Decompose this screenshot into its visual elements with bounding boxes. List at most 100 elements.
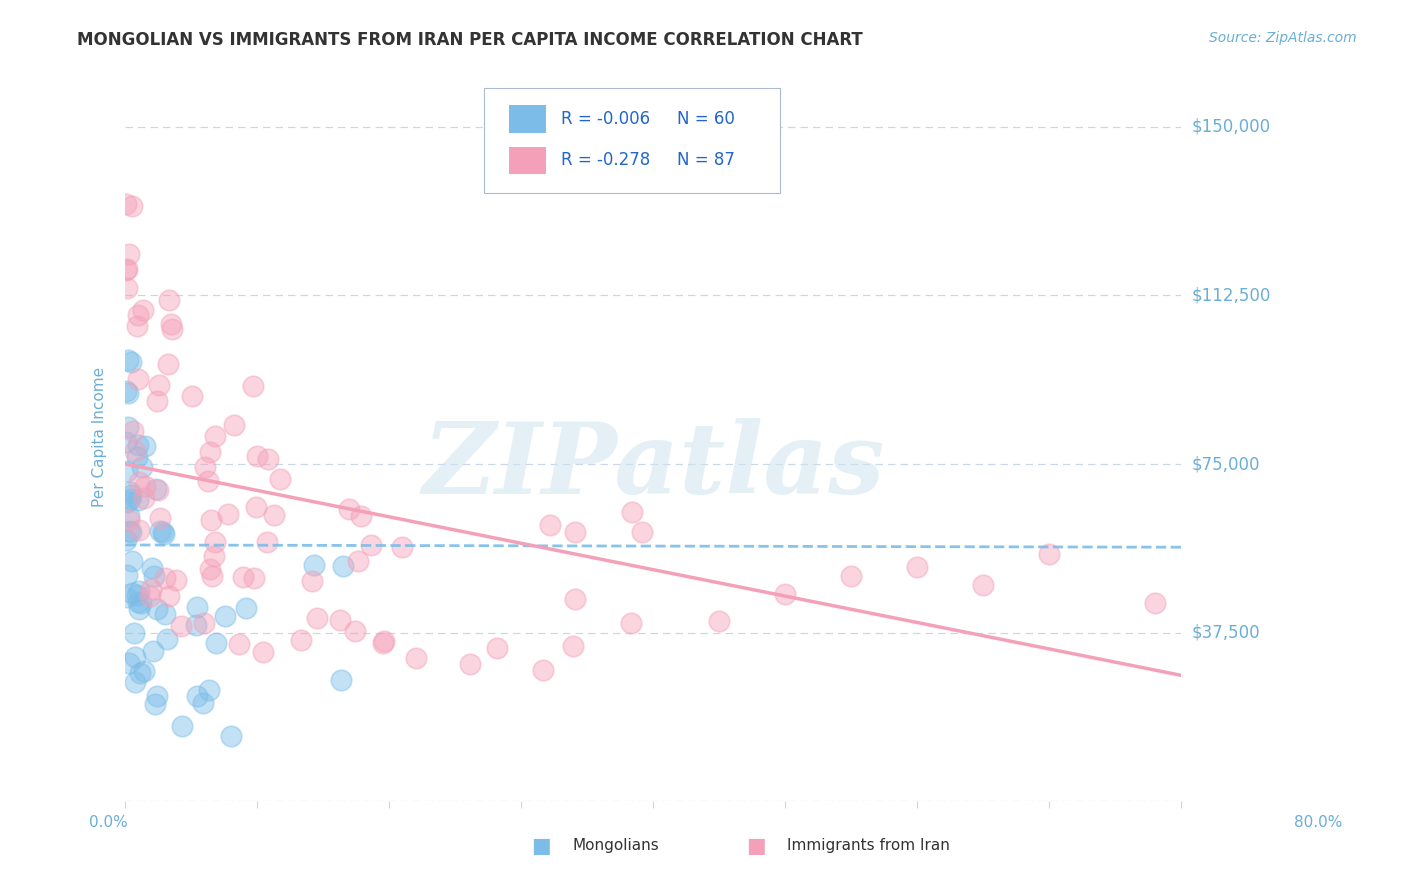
Text: Mongolians: Mongolians xyxy=(572,838,659,853)
Point xyxy=(122,626,145,640)
Text: $150,000: $150,000 xyxy=(1192,118,1271,136)
Point xyxy=(391,540,413,554)
Point xyxy=(228,637,250,651)
Point xyxy=(204,428,226,442)
Point xyxy=(114,591,136,605)
Text: ■: ■ xyxy=(747,836,766,855)
Point xyxy=(235,601,257,615)
Point xyxy=(972,578,994,592)
Point xyxy=(145,482,167,496)
Point xyxy=(146,483,169,497)
Text: 80.0%: 80.0% xyxy=(1295,815,1343,830)
Point xyxy=(330,673,353,688)
Point xyxy=(204,534,226,549)
Point xyxy=(117,262,139,277)
Point xyxy=(186,689,208,703)
Point xyxy=(118,656,141,670)
Point xyxy=(157,293,180,308)
Point xyxy=(127,308,149,322)
Point xyxy=(198,562,221,576)
Text: 0.0%: 0.0% xyxy=(89,815,128,830)
Point xyxy=(343,624,366,638)
Text: $37,500: $37,500 xyxy=(1192,624,1261,641)
Point xyxy=(115,384,138,399)
Point xyxy=(143,568,166,582)
Point xyxy=(172,719,194,733)
Point xyxy=(143,697,166,711)
Point xyxy=(186,618,208,632)
Point xyxy=(117,464,139,478)
Point xyxy=(121,199,143,213)
Point xyxy=(170,618,193,632)
Point xyxy=(146,393,169,408)
Point xyxy=(128,602,150,616)
Point xyxy=(1038,547,1060,561)
Point xyxy=(118,508,141,523)
Point xyxy=(129,596,152,610)
Point xyxy=(125,588,148,602)
Point xyxy=(329,613,352,627)
Point xyxy=(193,616,215,631)
Point xyxy=(152,525,174,540)
Point xyxy=(905,560,928,574)
Point xyxy=(120,354,142,368)
Point xyxy=(153,526,176,541)
Point xyxy=(125,450,148,464)
Point xyxy=(121,586,143,600)
Point xyxy=(1143,596,1166,610)
Point xyxy=(246,450,269,464)
Point xyxy=(562,640,585,654)
Point xyxy=(120,488,142,502)
Point xyxy=(373,634,395,648)
Point xyxy=(252,645,274,659)
Text: $112,500: $112,500 xyxy=(1192,286,1271,304)
Text: Immigrants from Iran: Immigrants from Iran xyxy=(787,838,950,853)
Point xyxy=(139,582,162,596)
Point xyxy=(156,357,179,371)
Bar xyxy=(509,146,546,174)
Point xyxy=(117,352,139,367)
Point xyxy=(181,389,204,403)
Text: Source: ZipAtlas.com: Source: ZipAtlas.com xyxy=(1209,31,1357,45)
Point xyxy=(149,511,172,525)
FancyBboxPatch shape xyxy=(484,87,780,194)
Point xyxy=(146,602,169,616)
Point xyxy=(204,636,226,650)
Point xyxy=(301,574,323,588)
Point xyxy=(346,554,368,568)
Point xyxy=(191,696,214,710)
Point xyxy=(134,479,156,493)
Point xyxy=(269,472,291,486)
Text: N = 60: N = 60 xyxy=(678,110,735,128)
Point xyxy=(360,538,382,552)
Text: MONGOLIAN VS IMMIGRANTS FROM IRAN PER CAPITA INCOME CORRELATION CHART: MONGOLIAN VS IMMIGRANTS FROM IRAN PER CA… xyxy=(77,31,863,49)
Point xyxy=(162,322,184,336)
Point xyxy=(773,587,796,601)
Point xyxy=(155,607,177,621)
Y-axis label: Per Capita Income: Per Capita Income xyxy=(93,367,107,508)
Point xyxy=(214,608,236,623)
Point xyxy=(115,495,138,509)
Point xyxy=(219,729,242,743)
Point xyxy=(631,524,654,539)
Point xyxy=(245,500,267,514)
Point xyxy=(257,451,280,466)
Text: ZIPatlas: ZIPatlas xyxy=(422,418,884,515)
Point xyxy=(124,674,146,689)
Point xyxy=(531,663,554,677)
Text: R = -0.278: R = -0.278 xyxy=(561,152,651,169)
Point xyxy=(127,595,149,609)
Point xyxy=(114,435,136,450)
Point xyxy=(127,319,149,334)
Point xyxy=(124,650,146,665)
Point xyxy=(121,554,143,568)
Point xyxy=(118,246,141,260)
Text: N = 87: N = 87 xyxy=(678,152,735,169)
Point xyxy=(337,502,360,516)
Point xyxy=(146,689,169,703)
Point xyxy=(115,281,138,295)
Point xyxy=(564,592,586,607)
Point xyxy=(139,589,162,603)
Point xyxy=(148,378,170,392)
Point xyxy=(132,491,155,506)
